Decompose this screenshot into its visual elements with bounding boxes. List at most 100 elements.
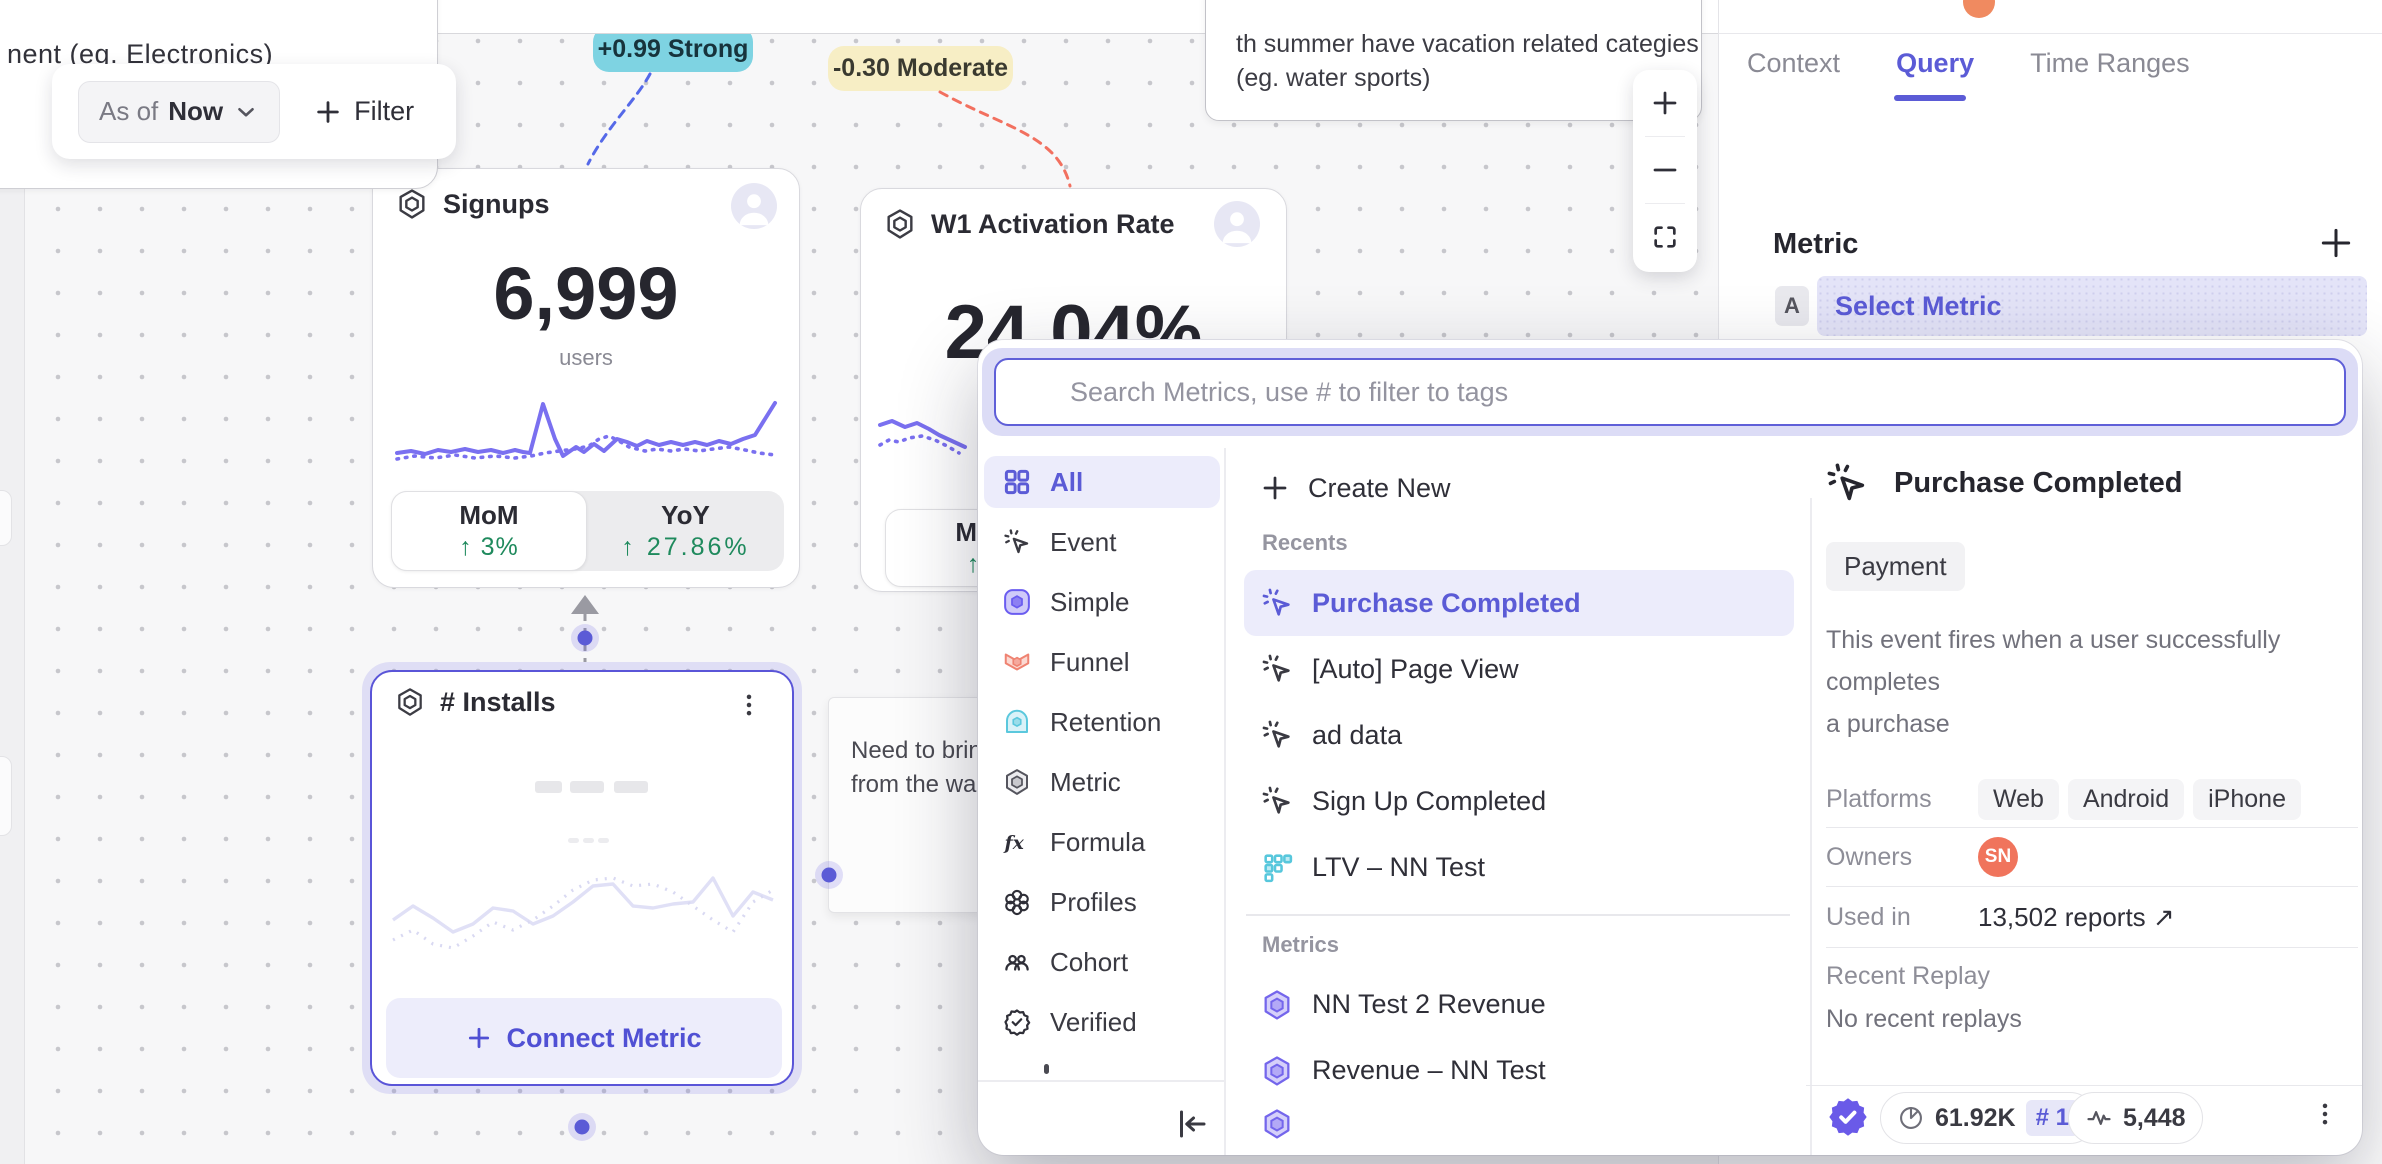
category-retention[interactable]: Retention	[984, 696, 1220, 748]
cohort-icon	[1002, 947, 1032, 977]
owner-avatar[interactable]: SN	[1978, 837, 2018, 877]
item-label: Formula	[1050, 826, 1146, 857]
event-title: Purchase Completed	[1894, 466, 2183, 499]
card-title: W1 Activation Rate	[931, 208, 1175, 239]
usage-count: 61.92K	[1935, 1103, 2016, 1132]
simple-icon	[1002, 587, 1032, 617]
category-event[interactable]: Event	[984, 516, 1220, 568]
divider	[1246, 914, 1790, 916]
as-of-dropdown[interactable]: As of Now	[78, 80, 281, 143]
owners-label: Owners	[1826, 842, 1913, 871]
usage-count-pill[interactable]: 61.92K # 1	[1880, 1092, 2096, 1144]
category-formula[interactable]: fx Formula	[984, 816, 1220, 868]
note-line: Need to brin	[851, 737, 982, 764]
create-new-button[interactable]: Create New	[1244, 462, 1794, 514]
connect-metric-button[interactable]: Connect Metric	[386, 998, 782, 1078]
mom-toggle[interactable]: MoM ↑ 3%	[391, 491, 587, 571]
kebab-menu-icon[interactable]	[2310, 1099, 2340, 1134]
category-cohort[interactable]: Cohort	[984, 936, 1220, 988]
item-label: Funnel	[1050, 646, 1130, 677]
list-item-ad-data[interactable]: ad data	[1244, 702, 1794, 768]
divider	[1826, 827, 2358, 828]
left-panel-notch	[0, 490, 12, 546]
zoom-out-button[interactable]	[1633, 137, 1697, 203]
category-all[interactable]: All	[984, 456, 1220, 508]
event-icon	[1260, 652, 1294, 686]
platform-chip-iphone: iPhone	[2193, 778, 2301, 820]
hexagon-metric-icon	[883, 207, 917, 241]
metric-card-signups[interactable]: Signups 6,999 users MoM ↑ 3% YoY ↑ 27.86…	[372, 168, 800, 588]
correlation-badge-moderate[interactable]: -0.30 Moderate	[828, 46, 1013, 91]
list-item-auto-page-view[interactable]: [Auto] Page View	[1244, 636, 1794, 702]
kebab-menu-icon[interactable]	[734, 690, 764, 725]
yoy-toggle[interactable]: YoY ↑ 27.86%	[621, 500, 750, 561]
list-item-sign-up-completed[interactable]: Sign Up Completed	[1244, 768, 1794, 834]
category-verified[interactable]: Verified	[984, 996, 1220, 1048]
metric-hexagon-icon	[1002, 767, 1032, 797]
list-item-revenue-nn-test[interactable]: Revenue – NN Test	[1244, 1038, 1794, 1104]
metric-row-a[interactable]: A Select Metric	[1775, 276, 2367, 336]
recents-header: Recents	[1262, 530, 1348, 555]
add-filter-button[interactable]: Filter	[314, 96, 414, 127]
event-detail-pane: Purchase Completed Payment This event fi…	[1810, 460, 2362, 1034]
item-label: Sign Up Completed	[1312, 785, 1547, 816]
metric-section-title: Metric	[1773, 228, 1859, 260]
category-funnel[interactable]: Funnel	[984, 636, 1220, 688]
metric-unit: users	[559, 345, 613, 370]
formula-icon: fx	[1002, 827, 1032, 857]
fit-screen-button[interactable]	[1633, 204, 1697, 270]
recents-list: Purchase Completed [Auto] Page View ad dat…	[1244, 570, 1794, 900]
skeleton-bar	[614, 781, 648, 793]
used-in-reports-link[interactable]: 13,502 reports ↗	[1978, 901, 2175, 932]
note-line: from the wa	[851, 771, 977, 798]
verified-icon	[1002, 1007, 1032, 1037]
recent-replay-label: Recent Replay	[1826, 962, 1990, 990]
add-metric-button[interactable]	[2317, 224, 2355, 262]
metric-card-installs[interactable]: # Installs Connect Metric	[370, 670, 794, 1086]
event-tag[interactable]: Payment	[1826, 542, 1965, 591]
as-of-value: Now	[168, 96, 224, 126]
metric-value: 6,999	[493, 252, 679, 335]
verified-badge-icon[interactable]	[1826, 1095, 1870, 1139]
item-label: LTV – NN Test	[1312, 851, 1486, 882]
funnel-icon	[1002, 647, 1032, 677]
category-overflow-dot	[1044, 1064, 1049, 1074]
select-metric-modal: All Event Simple Funnel Retention Metric fx For…	[978, 340, 2362, 1155]
left-edge-strip	[0, 0, 25, 1164]
category-profiles[interactable]: Profiles	[984, 876, 1220, 928]
event-icon	[1260, 718, 1294, 752]
item-label: NN Test 2 Revenue	[1312, 989, 1546, 1019]
item-label: Simple	[1050, 586, 1130, 617]
list-item-nn-test-2-revenue[interactable]: NN Test 2 Revenue	[1244, 972, 1794, 1038]
item-label: [Auto] Page View	[1312, 653, 1519, 684]
list-item-ltv-nn-test[interactable]: LTV – NN Test	[1244, 834, 1794, 900]
events-count-pill[interactable]: 5,448	[2068, 1092, 2203, 1144]
metric-card-installs-selection: # Installs Connect Metric	[362, 662, 802, 1094]
chevron-down-icon	[233, 99, 259, 125]
tab-context[interactable]: Context	[1747, 48, 1841, 78]
zoom-in-button[interactable]	[1633, 70, 1697, 136]
event-icon	[1824, 460, 1870, 506]
item-label: Retention	[1050, 706, 1162, 737]
tab-time-ranges[interactable]: Time Ranges	[2030, 48, 2190, 78]
list-item-purchase-completed[interactable]: Purchase Completed	[1244, 570, 1794, 636]
select-metric-field[interactable]: Select Metric	[1817, 276, 2367, 336]
platform-chip-android: Android	[2067, 778, 2185, 820]
metrics-list: NN Test 2 Revenue Revenue – NN Test	[1244, 972, 1794, 1144]
category-metric[interactable]: Metric	[984, 756, 1220, 808]
skeleton-bar	[570, 781, 604, 793]
sticky-note-vacation[interactable]: th summer have vacation related categies…	[1205, 0, 1702, 121]
category-simple[interactable]: Simple	[984, 576, 1220, 628]
divider	[1826, 886, 2358, 887]
search-metrics-input[interactable]	[994, 358, 2346, 426]
user-avatar[interactable]	[1963, 0, 1995, 18]
canvas-toolbar: As of Now Filter	[52, 64, 456, 159]
item-label: Profiles	[1050, 886, 1137, 917]
event-description: This event fires when a user successfull…	[1826, 626, 2281, 738]
tab-query[interactable]: Query	[1894, 48, 1974, 101]
grid-all-icon	[1002, 467, 1032, 497]
item-label: All	[1050, 466, 1084, 497]
recent-replay-value: No recent replays	[1826, 1005, 2022, 1033]
used-in-label: Used in	[1826, 902, 1911, 931]
collapse-panel-icon[interactable]	[1174, 1106, 1210, 1142]
